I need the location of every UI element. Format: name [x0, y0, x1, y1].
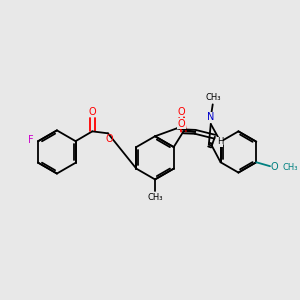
Text: O: O: [270, 162, 278, 172]
Text: CH₃: CH₃: [147, 193, 163, 202]
Text: O: O: [88, 107, 96, 117]
Text: H: H: [217, 137, 223, 146]
Text: CH₃: CH₃: [283, 163, 298, 172]
Text: F: F: [28, 135, 33, 145]
Text: O: O: [178, 118, 185, 128]
Text: N: N: [207, 112, 214, 122]
Text: O: O: [105, 134, 113, 144]
Text: CH₃: CH₃: [206, 93, 221, 102]
Text: O: O: [178, 107, 185, 117]
